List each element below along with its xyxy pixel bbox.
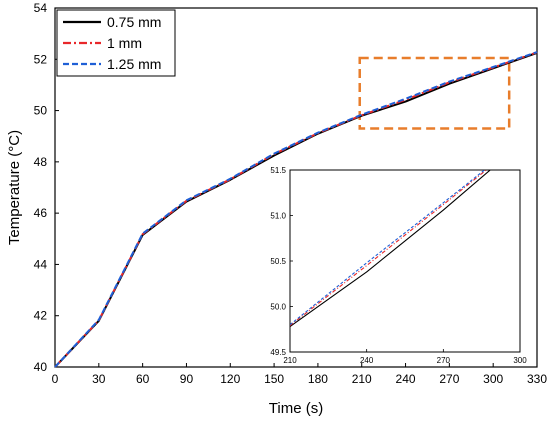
legend: 0.75 mm 1 mm 1.25 mm bbox=[56, 9, 176, 77]
inset-series-line bbox=[290, 170, 492, 327]
inset-y-tick-label: 51.0 bbox=[270, 212, 286, 221]
series-line bbox=[54, 51, 538, 368]
y-tick-label: 50 bbox=[34, 104, 48, 118]
x-tick-label: 210 bbox=[352, 372, 372, 386]
inset-series-line bbox=[290, 170, 488, 327]
inset-frame bbox=[289, 169, 521, 353]
x-tick-label: 30 bbox=[92, 372, 106, 386]
zoom-box bbox=[358, 56, 511, 130]
y-axis-label: Temperature (°C) bbox=[6, 130, 23, 245]
x-tick-label: 270 bbox=[439, 372, 459, 386]
inset-x-tick-label: 210 bbox=[283, 356, 297, 365]
y-tick-label: 42 bbox=[34, 309, 48, 323]
inset-x-tick-label: 270 bbox=[437, 356, 451, 365]
x-tick-label: 180 bbox=[308, 372, 328, 386]
y-tick-label: 54 bbox=[34, 1, 48, 15]
y-tick-label: 44 bbox=[34, 257, 48, 271]
x-tick-label: 150 bbox=[264, 372, 284, 386]
legend-label: 1.25 mm bbox=[107, 56, 161, 72]
y-tick-label: 52 bbox=[34, 52, 48, 66]
x-tick-label: 330 bbox=[527, 372, 547, 386]
x-tick-label: 0 bbox=[52, 372, 59, 386]
legend-label: 1 mm bbox=[107, 35, 142, 51]
legend-label: 0.75 mm bbox=[107, 14, 161, 30]
inset-x-tick-label: 300 bbox=[513, 356, 527, 365]
inset-series-line bbox=[290, 170, 486, 326]
x-tick-label: 60 bbox=[136, 372, 150, 386]
inset-y-tick-label: 50.0 bbox=[270, 303, 286, 312]
x-tick-label: 120 bbox=[220, 372, 240, 386]
inset-chart: 210 240 270 300 49.5 50.0 50.5 51.0 51.5 bbox=[270, 166, 527, 365]
y-tick-label: 40 bbox=[34, 360, 48, 374]
inset-y-tick-label: 49.5 bbox=[270, 348, 286, 357]
x-tick-label: 300 bbox=[483, 372, 503, 386]
x-axis-label: Time (s) bbox=[269, 400, 323, 417]
x-tick-label: 240 bbox=[396, 372, 416, 386]
inset-y-tick-label: 50.5 bbox=[270, 257, 286, 266]
inset-x-tick-label: 240 bbox=[360, 356, 374, 365]
y-tick-label: 46 bbox=[34, 206, 48, 220]
inset-y-tick-label: 51.5 bbox=[270, 166, 286, 175]
x-tick-label: 90 bbox=[180, 372, 194, 386]
y-tick-label: 48 bbox=[34, 155, 48, 169]
plot-frame bbox=[54, 7, 538, 368]
